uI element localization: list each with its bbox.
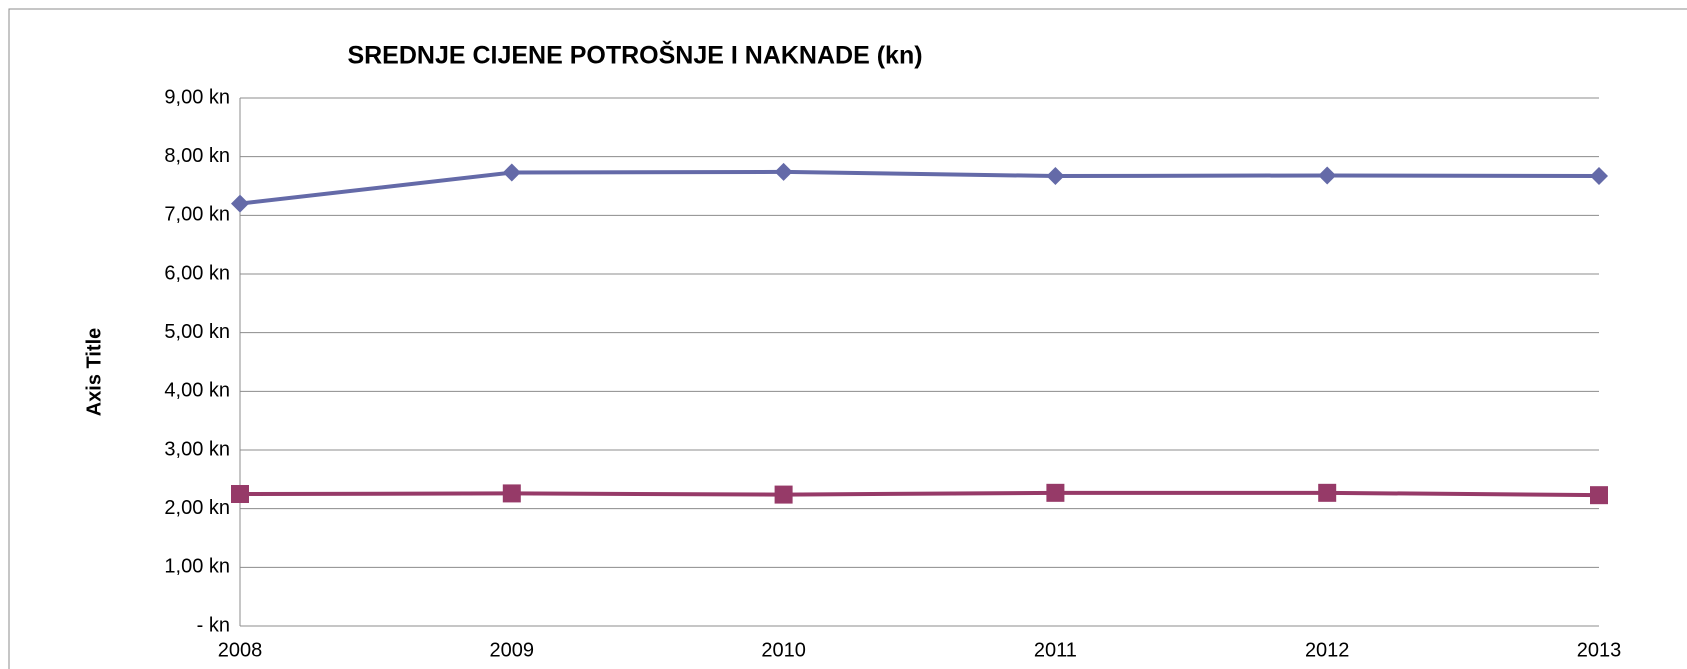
- y-tick-label: 4,00 kn: [164, 380, 230, 402]
- y-tick-label: 7,00 kn: [164, 204, 230, 226]
- marker: [1318, 166, 1337, 185]
- series-line: [239, 169, 1600, 206]
- y-tick-label: - kn: [197, 614, 230, 636]
- x-tick-label: 2011: [1034, 639, 1077, 661]
- y-axis-title: Axis Title: [83, 328, 105, 417]
- marker: [1046, 167, 1065, 186]
- y-tick-label: 1,00 kn: [164, 556, 230, 578]
- y-tick-label: 6,00 kn: [164, 262, 230, 284]
- x-tick-label: 2012: [1305, 639, 1350, 661]
- marker: [1318, 483, 1337, 502]
- chart-border: [8, 8, 1687, 669]
- marker: [231, 485, 249, 503]
- marker: [502, 163, 521, 182]
- marker: [231, 194, 249, 213]
- marker: [502, 484, 521, 503]
- chart-title: SREDNJE CIJENE POTROŠNJE I NAKNADE (kn): [347, 40, 922, 70]
- marker: [774, 162, 793, 181]
- x-tick-label: 2008: [218, 639, 263, 661]
- y-tick-label: 3,00 kn: [164, 438, 230, 460]
- x-tick-label: 2013: [1577, 639, 1622, 661]
- y-tick-label: 8,00 kn: [164, 145, 230, 167]
- x-tick-label: 2010: [761, 639, 806, 661]
- marker: [774, 485, 793, 504]
- x-tick-label: 2009: [490, 639, 535, 661]
- marker: [1046, 483, 1065, 502]
- series-line: [239, 490, 1600, 498]
- y-tick-label: 2,00 kn: [164, 497, 230, 519]
- y-tick-label: 5,00 kn: [164, 321, 230, 343]
- marker: [1590, 167, 1608, 186]
- marker: [1590, 486, 1608, 505]
- y-tick-label: 9,00 kn: [164, 86, 230, 108]
